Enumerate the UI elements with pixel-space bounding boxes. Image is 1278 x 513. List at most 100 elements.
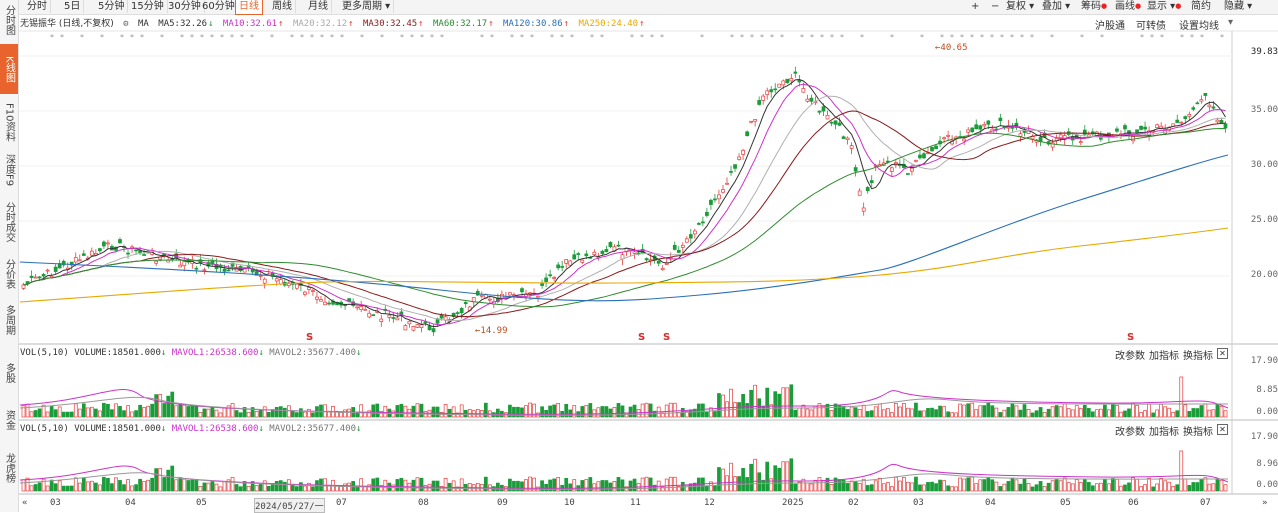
volume-bar — [612, 481, 617, 492]
toolbar-1[interactable]: 叠加 ▾ — [1042, 1, 1071, 12]
star-marker: * — [310, 33, 314, 42]
indicator-name: VOL(5,10) — [20, 348, 69, 358]
volume-bar — [411, 479, 416, 492]
candle-body — [295, 283, 299, 289]
volume-bar — [926, 482, 930, 492]
toolbar-2[interactable]: 筹码● — [1081, 1, 1108, 12]
volume-legend-1: VOL(5,10) VOLUME:18501.000↓ MAVOL1:26538… — [20, 348, 361, 358]
tab-4[interactable]: 30分钟 — [165, 0, 205, 13]
candle-body — [737, 156, 741, 160]
volume-bar — [548, 479, 552, 492]
sidebar-item-6[interactable]: 多周期 — [3, 305, 15, 335]
candle-body — [568, 260, 573, 266]
volume-bar — [741, 467, 745, 492]
sidebar-item-5[interactable]: 分价表 — [3, 259, 15, 289]
volume-bar — [781, 461, 786, 492]
edit-params-button[interactable]: 改参数 — [1115, 351, 1145, 362]
star-marker: * — [130, 33, 134, 42]
signal-marker: S — [1127, 332, 1134, 343]
toolbar-4[interactable]: 显示 ▾● — [1147, 1, 1182, 12]
volume-bar — [1014, 479, 1019, 492]
tab-3[interactable]: 15分钟 — [128, 0, 168, 13]
ma-settings-link[interactable]: 设置均线 — [1179, 21, 1219, 32]
sidebar-item-4[interactable]: 分时成交 — [3, 202, 15, 242]
sidebar-item-9[interactable]: 龙虎榜 — [3, 453, 15, 483]
volume-bar — [262, 406, 267, 418]
volume-bar — [1078, 482, 1083, 492]
volume-bar — [1159, 477, 1164, 492]
tab-7[interactable]: 周线 — [269, 0, 296, 13]
volume-bar — [1082, 478, 1087, 492]
star-marker: * — [1010, 33, 1014, 42]
volume-bar — [528, 402, 532, 418]
convertible-link[interactable]: 可转债 — [1136, 21, 1166, 32]
volume-bar — [620, 405, 625, 418]
volume-bar — [845, 409, 850, 418]
close-icon[interactable]: ✕ — [1217, 424, 1228, 435]
volume-value: VOLUME:18501.000 — [74, 424, 161, 434]
close-icon[interactable]: ✕ — [1217, 348, 1228, 359]
sidebar-item-3[interactable]: 深度F9 — [3, 153, 15, 187]
settings-icon[interactable]: ⚙ — [123, 19, 129, 29]
volume-tick: 0.00 — [1256, 480, 1278, 490]
tab-8[interactable]: 月线 — [305, 0, 332, 13]
volume-bar — [1139, 412, 1143, 418]
volume-bar — [721, 394, 725, 418]
candle-body — [274, 278, 279, 282]
volume-bar — [946, 485, 950, 492]
volume-bar — [1127, 482, 1131, 492]
hgt-link[interactable]: 沪股通 — [1095, 21, 1125, 32]
zoom-out-icon[interactable]: − — [991, 1, 1000, 12]
toolbar-3[interactable]: 画线● — [1115, 1, 1142, 12]
volume-bar — [644, 402, 649, 418]
switch-indicator-button[interactable]: 换指标 — [1183, 351, 1213, 362]
scroll-right-icon[interactable]: » — [1262, 498, 1268, 508]
candle-body — [922, 153, 926, 159]
candle-body — [411, 326, 416, 331]
volume-bar — [206, 408, 211, 418]
volume-bar — [994, 407, 999, 418]
candle-body — [1183, 116, 1188, 119]
volume-bar — [158, 468, 163, 492]
volume-bar — [142, 481, 146, 492]
candle-body — [21, 284, 26, 289]
volume-bar — [596, 407, 601, 418]
sidebar-item-2[interactable]: F10资料 — [3, 102, 15, 142]
tab-2[interactable]: 5分钟 — [95, 0, 129, 13]
volume-bar — [1199, 405, 1204, 418]
sidebar-item-7[interactable]: 多股 — [3, 363, 15, 383]
volume-bar — [33, 484, 38, 492]
volume-bar — [45, 485, 50, 492]
scroll-left-icon[interactable]: « — [22, 498, 28, 508]
volume-bar — [881, 483, 886, 492]
add-indicator-button[interactable]: 加指标 — [1149, 351, 1179, 362]
volume-bar — [540, 406, 544, 418]
volume-bar — [122, 484, 126, 492]
toolbar-0[interactable]: 复权 ▾ — [1006, 1, 1035, 12]
sidebar-item-0[interactable]: 分时图 — [3, 5, 15, 35]
volume-bar — [69, 485, 74, 492]
star-marker: * — [830, 33, 834, 42]
sidebar-item-1[interactable]: K线图 — [0, 44, 18, 94]
sidebar-item-8[interactable]: 资金 — [3, 410, 15, 430]
edit-params-button[interactable]: 改参数 — [1115, 427, 1145, 438]
volume-bar — [632, 404, 637, 418]
volume-bar — [375, 403, 380, 418]
tab-1[interactable]: 5日 — [61, 0, 85, 13]
add-indicator-button[interactable]: 加指标 — [1149, 427, 1179, 438]
switch-indicator-button[interactable]: 换指标 — [1183, 427, 1213, 438]
volume-bar — [383, 405, 388, 418]
volume-bar — [258, 483, 263, 492]
zoom-in-icon[interactable]: + — [971, 1, 980, 12]
candle-body — [986, 120, 991, 125]
tab-0[interactable]: 分时 — [24, 0, 51, 13]
volume-bar — [877, 403, 882, 418]
tab-9[interactable]: 更多周期 ▾ — [339, 0, 395, 13]
toolbar-6[interactable]: 隐藏 ▾ — [1224, 1, 1253, 12]
toolbar-5[interactable]: 简约 — [1191, 1, 1211, 12]
tab-6[interactable]: 日线 — [235, 0, 263, 15]
volume-bar — [1135, 404, 1139, 418]
chevron-down-icon[interactable]: ▾ — [1228, 17, 1234, 28]
ma5-value: MA5:32.26 — [158, 19, 208, 29]
